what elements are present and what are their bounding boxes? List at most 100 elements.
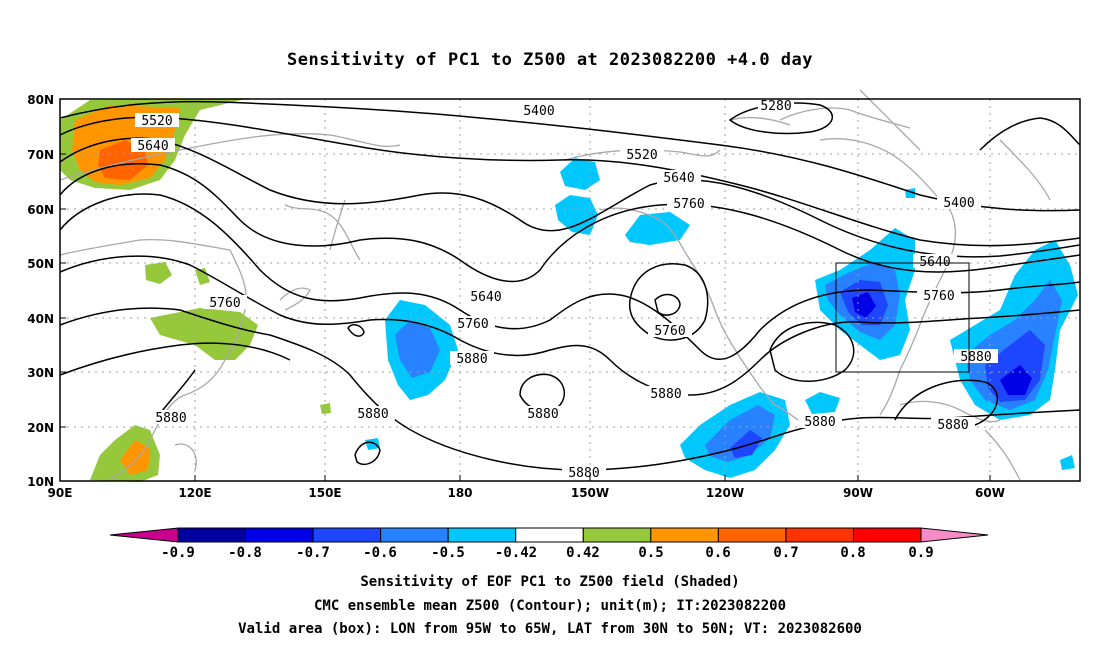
- contour-label-text: 5760: [209, 296, 240, 311]
- coastlines: [59, 89, 1051, 481]
- contour-label-text: 5520: [141, 114, 172, 129]
- colorbar-label: -0.5: [431, 545, 465, 561]
- negative-anomaly-north-pacific: [560, 158, 600, 190]
- colorbar-cell: [515, 527, 584, 543]
- lon-label: 60W: [975, 486, 1005, 500]
- contour-label: 5640: [464, 289, 508, 305]
- colorbar-cell: [582, 527, 652, 543]
- map-frame: [59, 98, 1081, 482]
- contour-label: 5760: [917, 288, 961, 304]
- contour-label-text: 5400: [523, 104, 554, 119]
- colorbar-end-left: [109, 527, 179, 543]
- contour-label: 5400: [937, 195, 981, 211]
- contour-label-text: 5880: [456, 352, 487, 367]
- contour-label-text: 5640: [137, 139, 168, 154]
- contour-label: 5880: [644, 386, 688, 402]
- colorbar-label: 0.7: [773, 545, 798, 561]
- lon-label: 180: [447, 486, 472, 500]
- contour-label-text: 5880: [155, 411, 186, 426]
- valid-area-box: [835, 262, 970, 373]
- contour-label: 5880: [149, 410, 193, 426]
- contour-label: 5880: [521, 406, 565, 422]
- contour-label-text: 5880: [357, 407, 388, 422]
- colorbar-label: -0.42: [495, 545, 537, 561]
- colorbar-cell: [650, 527, 719, 543]
- colorbar-label: -0.8: [228, 545, 262, 561]
- contour-label: 5760: [667, 196, 711, 212]
- contour-label: 5640: [657, 170, 701, 186]
- contour-label-text: 5640: [663, 171, 694, 186]
- colorbar-cell: [312, 527, 382, 543]
- caption-valid-area: Valid area (box): LON from 95W to 65W, L…: [238, 621, 862, 637]
- contour-label: 5880: [798, 414, 842, 430]
- lon-label: 150E: [308, 486, 341, 500]
- colorbar-cell: [177, 527, 247, 543]
- lat-label: 10N: [27, 475, 54, 489]
- contour-label-text: 5880: [527, 407, 558, 422]
- lon-label: 90W: [843, 486, 873, 500]
- plot-title: Sensitivity of PC1 to Z500 at 2023082200…: [286, 50, 813, 70]
- caption-shading: Sensitivity of EOF PC1 to Z500 field (Sh…: [360, 574, 740, 590]
- contour-label-text: 5880: [650, 387, 681, 402]
- contour-label: 5640: [131, 138, 175, 154]
- contour-label-text: 5880: [568, 466, 599, 481]
- colorbar-label: -0.6: [363, 545, 397, 561]
- lat-label: 70N: [27, 148, 54, 162]
- colorbar-label: -0.9: [161, 545, 195, 561]
- colorbar-cell: [447, 527, 517, 543]
- colorbar-label: 0.42: [566, 545, 600, 561]
- colorbar-label: -0.7: [296, 545, 330, 561]
- contour-label: 5760: [203, 295, 247, 311]
- colorbar: [109, 527, 989, 543]
- colorbar-labels: -0.9 -0.8 -0.7 -0.6 -0.5 -0.42 0.42 0.5 …: [161, 545, 934, 561]
- lon-label: 150W: [571, 486, 609, 500]
- colorbar-cell: [717, 527, 787, 543]
- contour-label: 5760: [648, 323, 692, 339]
- longitude-labels: 90E 120E 150E 180 150W 120W 90W 60W: [48, 486, 1005, 500]
- contour-label: 5520: [135, 113, 179, 129]
- contour-label: 5280: [758, 98, 794, 114]
- contour-label: 5640: [913, 254, 957, 270]
- contour-label: 5880: [450, 351, 494, 367]
- contour-label: 5520: [620, 147, 664, 163]
- contour-label: 5880: [931, 417, 975, 433]
- contour-label-text: 5880: [960, 350, 991, 365]
- colorbar-label: 0.9: [908, 545, 933, 561]
- lat-label: 50N: [27, 257, 54, 271]
- contour-label: 5880: [351, 406, 395, 422]
- contour-label: 5880: [954, 349, 998, 365]
- contour-label-text: 5520: [626, 148, 657, 163]
- contour-label: 5880: [562, 465, 606, 481]
- contour-label: 5760: [451, 316, 495, 332]
- contour-label-text: 5760: [457, 317, 488, 332]
- contour-label-text: 5400: [943, 196, 974, 211]
- latitude-labels: 80N 70N 60N 50N 40N 30N 20N 10N: [27, 93, 54, 489]
- colorbar-end-right: [920, 527, 989, 543]
- colorbar-cell: [785, 527, 854, 543]
- contour-label-text: 5760: [673, 197, 704, 212]
- lon-label: 120E: [178, 486, 211, 500]
- colorbar-label: 0.6: [705, 545, 730, 561]
- colorbar-cell: [852, 527, 922, 543]
- contour-labels: 5280 5400 5400 5520 5520 5640 5640 5640 …: [131, 98, 998, 481]
- positive-patch: [145, 262, 172, 284]
- colorbar-label: 0.5: [638, 545, 663, 561]
- z500-contours: [59, 100, 1081, 471]
- lat-label: 40N: [27, 312, 54, 326]
- axis-ticks: [60, 98, 991, 482]
- contour-label-text: 5760: [654, 324, 685, 339]
- lat-label: 60N: [27, 203, 54, 217]
- lat-label: 80N: [27, 93, 54, 107]
- lat-label: 30N: [27, 366, 54, 380]
- caption-contour: CMC ensemble mean Z500 (Contour); unit(m…: [313, 598, 786, 614]
- contour-label: 5400: [517, 103, 561, 119]
- colorbar-cell: [245, 527, 314, 543]
- contour-label-text: 5280: [760, 99, 791, 114]
- contour-label-text: 5880: [937, 418, 968, 433]
- lat-label: 20N: [27, 421, 54, 435]
- lon-label: 90E: [48, 486, 73, 500]
- colorbar-cell: [380, 527, 449, 543]
- contour-label-text: 5640: [470, 290, 501, 305]
- contour-label-text: 5880: [804, 415, 835, 430]
